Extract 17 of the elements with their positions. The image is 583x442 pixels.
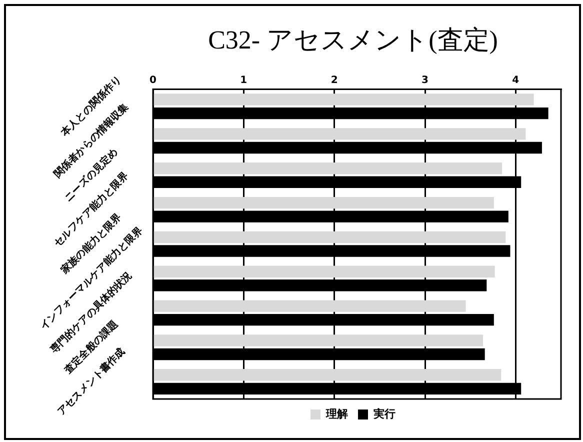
bar xyxy=(154,266,495,278)
x-tick-label: 4 xyxy=(512,74,520,86)
x-tick-label: 2 xyxy=(330,74,338,86)
x-tick-label: 0 xyxy=(150,74,157,86)
legend-label: 理解 xyxy=(325,407,348,420)
bar xyxy=(154,162,502,174)
bar xyxy=(154,128,526,140)
bar xyxy=(154,94,534,106)
x-tick-label: 1 xyxy=(240,74,248,86)
x-tick-label: 3 xyxy=(422,74,429,86)
legend-label: 実行 xyxy=(372,407,396,420)
bar xyxy=(154,300,466,312)
bar xyxy=(154,231,506,244)
chart-title: C32- アセスメント(査定) xyxy=(208,25,498,54)
bar xyxy=(154,369,502,381)
bar xyxy=(154,196,494,209)
bar xyxy=(154,334,484,346)
